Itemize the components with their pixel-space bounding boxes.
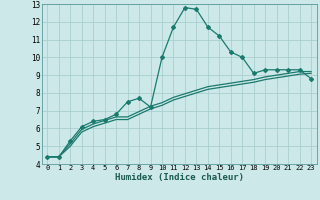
X-axis label: Humidex (Indice chaleur): Humidex (Indice chaleur) xyxy=(115,173,244,182)
